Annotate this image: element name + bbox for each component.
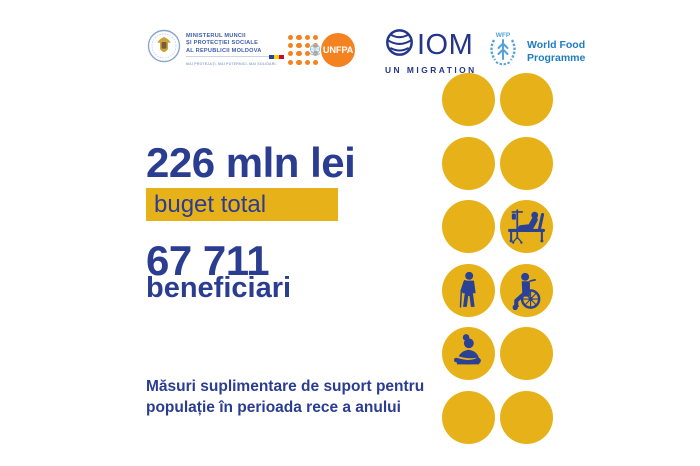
- wfp-wordmark-line1: World Food: [527, 39, 586, 51]
- mother-with-baby-icon: [442, 327, 495, 380]
- plain-circle: [500, 327, 553, 380]
- plain-circle: [442, 200, 495, 253]
- wfp-wordmark: World Food Programme: [527, 39, 585, 64]
- plain-circle: [500, 390, 553, 444]
- plain-circle: [500, 136, 553, 190]
- wheelchair-icon: [500, 263, 553, 317]
- wfp-wordmark-line2: Programme: [527, 51, 586, 64]
- hospital-bed-icon: [500, 200, 553, 253]
- ministry-logo: MINISTERUL MUNCII ȘI PROTECȚIEI SOCIALE …: [147, 28, 284, 69]
- ministry-seal-icon: [147, 28, 181, 69]
- beneficiaries-value: 67 711: [146, 237, 270, 284]
- wfp-emblem-icon: WFP: [484, 29, 522, 74]
- ministry-name: MINISTERUL MUNCII ȘI PROTECȚIEI SOCIALE …: [186, 28, 284, 66]
- budget-total-label: buget total: [154, 190, 267, 218]
- budget-total-value: 226 mln lei: [146, 139, 356, 186]
- campaign-title: Măsuri suplimentare de suport pentru pop…: [146, 377, 424, 418]
- budget-total-label-bar: buget total: [146, 188, 338, 221]
- ministry-name-line2: ȘI PROTECȚIEI SOCIALE: [186, 40, 259, 47]
- wfp-logo: WFP World Food Programme: [484, 29, 585, 74]
- wfp-emblem-label: WFP: [496, 32, 511, 39]
- ministry-tagline: MAI PROTEJAȚI. MAI PUTERNICI. MAI SOLIDA…: [186, 62, 277, 67]
- iom-globe-icon: [385, 28, 414, 62]
- plain-circle: [442, 390, 495, 444]
- ministry-name-line3: AL REPUBLICII MOLDOVA: [186, 47, 262, 54]
- unfpa-label: UNFPA: [322, 45, 354, 55]
- iom-wordmark: IOM: [417, 28, 474, 61]
- iom-subtitle: UN MIGRATION: [385, 65, 477, 75]
- plain-circle: [442, 136, 495, 190]
- un-emblem-icon: [308, 43, 322, 62]
- beneficiary-icons-grid: [442, 73, 553, 444]
- moldova-flag-stripe: [186, 55, 284, 61]
- beneficiaries-label: beneficiari: [146, 272, 292, 304]
- campaign-title-line2: populație în perioada rece a anului: [146, 398, 401, 416]
- iom-logo: IOM UN MIGRATION: [385, 28, 477, 75]
- ministry-name-line1: MINISTERUL MUNCII: [186, 33, 246, 39]
- campaign-title-line1: Măsuri suplimentare de suport pentru: [146, 378, 425, 395]
- unfpa-dots-pattern: [288, 34, 319, 65]
- plain-circle: [500, 73, 553, 126]
- unfpa-circle-badge: UNFPA: [321, 33, 355, 67]
- person-with-cane-icon: [442, 263, 495, 317]
- plain-circle: [442, 73, 495, 126]
